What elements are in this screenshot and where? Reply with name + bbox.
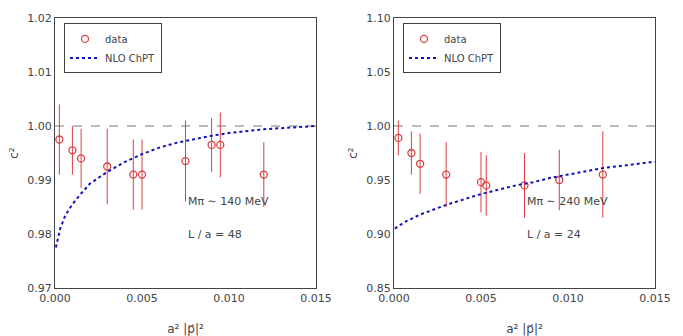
svg-text:1.00: 1.00 bbox=[366, 120, 391, 133]
svg-text:0.95: 0.95 bbox=[366, 174, 391, 187]
svg-text:0.99: 0.99 bbox=[27, 174, 52, 187]
svg-text:1.00: 1.00 bbox=[27, 120, 52, 133]
svg-text:data: data bbox=[105, 34, 128, 45]
svg-text:0.005: 0.005 bbox=[126, 292, 158, 305]
svg-text:L / a = 48: L / a = 48 bbox=[188, 228, 242, 241]
svg-text:0.000: 0.000 bbox=[39, 292, 71, 305]
svg-text:NLO ChPT: NLO ChPT bbox=[444, 53, 494, 64]
svg-text:Mπ ∼ 240 MeV: Mπ ∼ 240 MeV bbox=[527, 195, 608, 208]
svg-text:0.010: 0.010 bbox=[552, 292, 584, 305]
svg-text:0.000: 0.000 bbox=[378, 292, 410, 305]
svg-text:c²: c² bbox=[346, 147, 360, 159]
svg-text:c²: c² bbox=[7, 147, 21, 159]
svg-text:0.015: 0.015 bbox=[300, 292, 332, 305]
svg-text:0.015: 0.015 bbox=[639, 292, 671, 305]
svg-text:1.02: 1.02 bbox=[27, 12, 52, 25]
svg-text:1.01: 1.01 bbox=[27, 66, 52, 79]
svg-text:0.90: 0.90 bbox=[366, 228, 391, 241]
svg-text:0.005: 0.005 bbox=[465, 292, 497, 305]
svg-text:1.10: 1.10 bbox=[366, 12, 391, 25]
svg-text:0.97: 0.97 bbox=[27, 282, 52, 295]
svg-text:NLO ChPT: NLO ChPT bbox=[105, 53, 155, 64]
svg-text:a² |p⃗|²: a² |p⃗|² bbox=[167, 322, 204, 336]
svg-text:1.05: 1.05 bbox=[366, 66, 391, 79]
svg-text:a² |p⃗|²: a² |p⃗|² bbox=[506, 322, 543, 336]
svg-text:data: data bbox=[444, 34, 467, 45]
svg-text:Mπ ∼ 140 MeV: Mπ ∼ 140 MeV bbox=[188, 195, 269, 208]
svg-text:0.010: 0.010 bbox=[213, 292, 245, 305]
svg-text:0.85: 0.85 bbox=[366, 282, 391, 295]
svg-text:L / a = 24: L / a = 24 bbox=[527, 228, 581, 241]
svg-text:0.98: 0.98 bbox=[27, 228, 52, 241]
